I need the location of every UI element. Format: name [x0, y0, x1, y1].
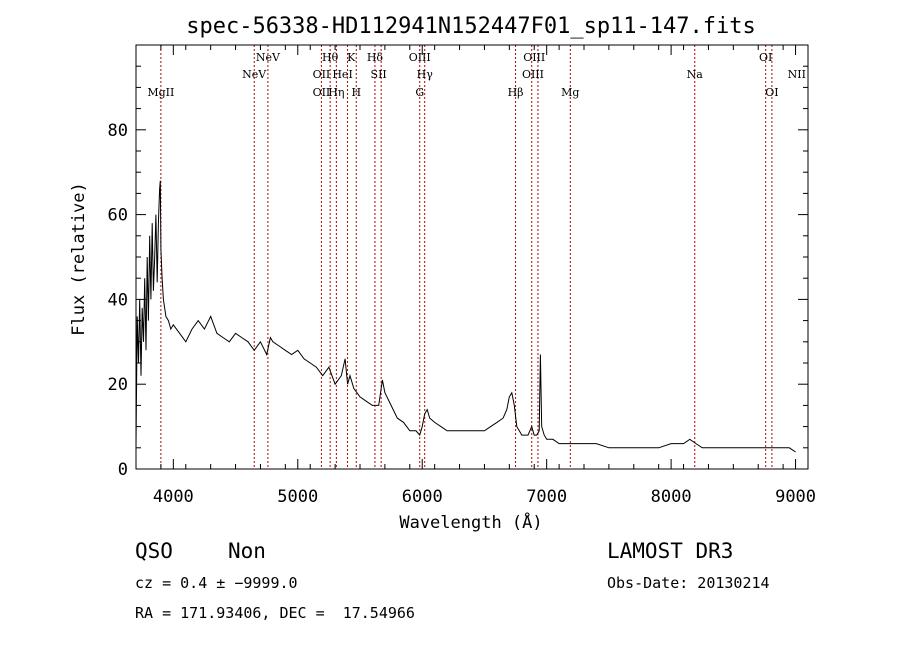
x-tick-label: 9000: [775, 487, 816, 507]
line-label: OIII: [522, 68, 544, 81]
line-label: SII: [371, 68, 387, 81]
line-label: Hβ: [508, 86, 524, 99]
y-axis-ticks: 0 20 40 60 80: [108, 65, 808, 480]
line-label: Na: [687, 68, 704, 81]
line-label: G: [415, 86, 424, 99]
survey-name: LAMOST DR3: [607, 539, 734, 563]
spectrum-line: [135, 180, 796, 453]
x-tick-label: 7000: [526, 487, 567, 507]
emission-line-markers: [160, 45, 773, 469]
y-tick-label: 80: [108, 121, 128, 141]
observation-date: Obs-Date: 20130214: [607, 574, 770, 592]
line-label: OII: [313, 68, 331, 81]
line-label: HeI: [332, 68, 352, 81]
x-axis-label: Wavelength (Å): [399, 511, 542, 533]
y-axis-label: Flux (relative): [69, 182, 89, 336]
y-tick-label: 20: [108, 375, 128, 395]
x-axis-ticks: 4000 5000 6000 7000 8000 9000: [135, 45, 816, 507]
plot-frame: [135, 44, 809, 470]
chart-title: spec-56338-HD112941N152447F01_sp11-147.f…: [186, 14, 756, 39]
line-label: Hθ: [322, 51, 339, 64]
line-label: OII: [313, 86, 331, 99]
line-label: NeV: [242, 68, 267, 81]
x-tick-label: 8000: [651, 487, 692, 507]
redshift-readout: cz = 0.4 ± −9999.0: [135, 574, 298, 592]
line-label: MgII: [147, 86, 174, 99]
x-tick-label: 6000: [402, 487, 443, 507]
line-label: OIII: [523, 51, 545, 64]
object-subclass: Non: [228, 539, 266, 563]
x-tick-label: 5000: [277, 487, 318, 507]
line-label: OIII: [409, 51, 431, 64]
line-label: Mg: [561, 86, 579, 99]
y-tick-label: 60: [108, 206, 128, 226]
emission-line-labels: MgII NeV NeV OII OII Hθ Hη HeI K H Hδ SII OIII Hγ G Hβ O…: [147, 51, 806, 99]
line-label: K: [347, 51, 356, 64]
x-tick-label: 4000: [153, 487, 194, 507]
line-label: Hδ: [367, 51, 384, 64]
line-label: OI: [765, 86, 778, 99]
line-label: Hη: [328, 86, 344, 99]
y-tick-label: 0: [118, 460, 128, 480]
line-label: H: [351, 86, 361, 99]
line-label: Hγ: [417, 68, 434, 81]
line-label: OI: [759, 51, 772, 64]
y-tick-label: 40: [108, 290, 128, 310]
object-class: QSO: [135, 539, 173, 563]
line-label: NeV: [256, 51, 281, 64]
coordinates-readout: RA = 171.93406, DEC = 17.54966: [135, 604, 415, 622]
line-label: NII: [788, 68, 806, 81]
